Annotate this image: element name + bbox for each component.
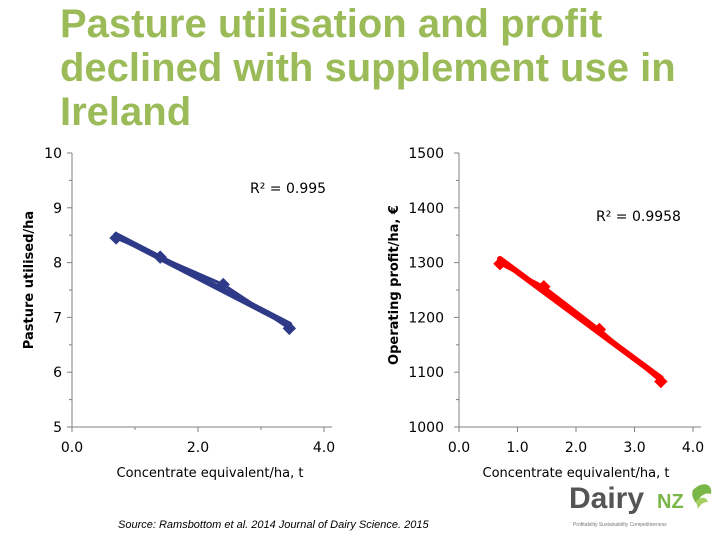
y-tick-label: 1100 bbox=[408, 365, 444, 381]
data-point bbox=[153, 250, 167, 264]
data-point bbox=[537, 280, 551, 294]
r-squared-annotation: R² = 0.995 bbox=[250, 181, 326, 197]
y-tick-label: 1500 bbox=[408, 146, 444, 162]
title-line-3: Ireland bbox=[60, 90, 192, 134]
y-tick-label: 1300 bbox=[408, 256, 444, 272]
left-chart-pasture-utilised: 5 6 7 8 9 10 0.0 2.0 4.0 Concentrate equivalent/h… bbox=[22, 146, 335, 481]
source-note: Source: Ramsbottom et al. 2014 Journal o… bbox=[118, 519, 429, 531]
x-tick-label: 4.0 bbox=[682, 440, 704, 456]
x-tick-label: 3.0 bbox=[623, 440, 645, 456]
y-tick-label: 6 bbox=[53, 365, 62, 381]
y-tick-label: 7 bbox=[53, 310, 62, 326]
y-tick-label: 8 bbox=[53, 256, 62, 272]
data-point bbox=[592, 322, 607, 337]
data-point bbox=[282, 321, 297, 336]
data-point bbox=[493, 256, 507, 271]
y-tick-label: 1000 bbox=[408, 420, 444, 436]
data-point bbox=[654, 374, 668, 389]
x-axis-title: Concentrate equivalent/ha, t bbox=[483, 466, 670, 481]
x-tick-label: 2.0 bbox=[187, 440, 209, 456]
logo-nz-text: NZ bbox=[657, 491, 684, 513]
data-point bbox=[109, 231, 123, 245]
r-squared-annotation: R² = 0.9958 bbox=[596, 209, 681, 225]
y-tick-label: 10 bbox=[44, 146, 62, 162]
x-tick-label: 0.0 bbox=[61, 440, 83, 456]
logo-leaf-icon bbox=[692, 484, 712, 504]
dairynz-logo: Dairy NZ Profitability Sustainability Co… bbox=[569, 482, 712, 528]
y-tick-label: 5 bbox=[53, 420, 62, 436]
series-line bbox=[115, 236, 291, 330]
data-point bbox=[216, 277, 230, 292]
slide-title: Pasture utilisation and profit declined … bbox=[60, 2, 710, 134]
y-axis-title: Pasture utilised/ha bbox=[22, 211, 37, 349]
logo-leaf-small-icon bbox=[696, 497, 708, 509]
right-chart-operating-profit: 1000 1100 1200 1300 1400 1500 0.0 1.0 2.0 3.0 4.0 C… bbox=[387, 146, 704, 481]
x-axis-title: Concentrate equivalent/ha, t bbox=[117, 466, 304, 481]
y-tick-label: 1400 bbox=[408, 201, 444, 217]
title-line-2: declined with supplement use in bbox=[60, 46, 676, 90]
y-axis-title: Operating profit/ha, € bbox=[387, 205, 402, 365]
title-line-1: Pasture utilisation and profit bbox=[60, 2, 603, 46]
x-tick-label: 0.0 bbox=[448, 440, 470, 456]
x-tick-label: 1.0 bbox=[506, 440, 528, 456]
logo-tagline: Profitability Sustainability Competitive… bbox=[573, 522, 667, 528]
series-line bbox=[499, 262, 662, 383]
y-tick-label: 9 bbox=[53, 201, 62, 217]
x-tick-label: 4.0 bbox=[313, 440, 335, 456]
logo-dairy-text: Dairy bbox=[569, 482, 644, 515]
x-tick-label: 2.0 bbox=[565, 440, 587, 456]
y-tick-label: 1200 bbox=[408, 310, 444, 326]
